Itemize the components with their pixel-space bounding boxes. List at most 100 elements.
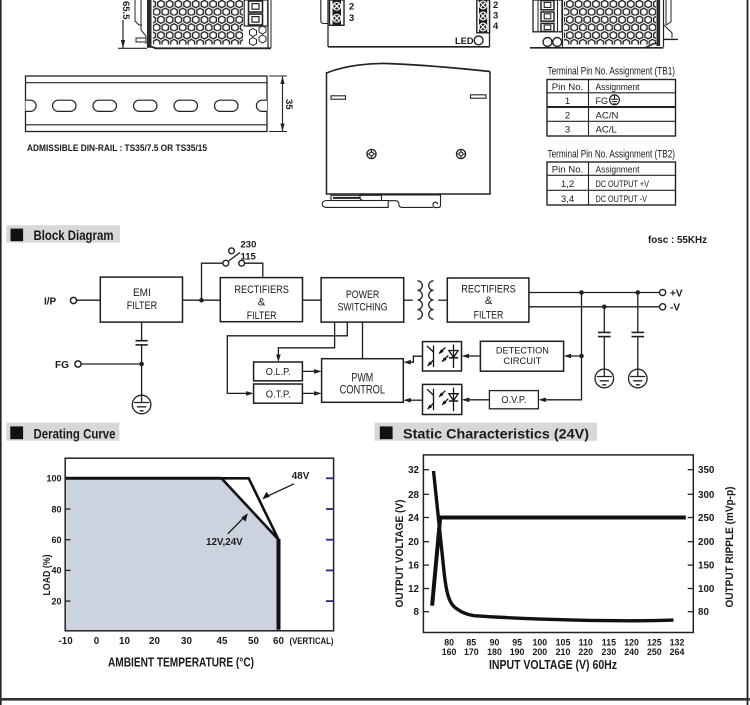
svg-text:EMI: EMI <box>133 287 151 299</box>
svg-text:SWITCHING: SWITCHING <box>338 302 388 314</box>
svg-text:FG: FG <box>596 96 609 107</box>
svg-text:AMBIENT TEMPERATURE (°C): AMBIENT TEMPERATURE (°C) <box>108 656 254 670</box>
svg-text:CONTROL: CONTROL <box>340 383 386 397</box>
svg-text:20: 20 <box>149 636 160 647</box>
svg-text:3: 3 <box>493 10 498 21</box>
svg-text:&: & <box>258 297 266 309</box>
svg-text:200: 200 <box>532 647 547 657</box>
svg-text:50: 50 <box>248 636 259 647</box>
svg-text:35: 35 <box>283 99 294 110</box>
svg-text:250: 250 <box>698 513 715 524</box>
svg-text:60: 60 <box>273 636 284 647</box>
svg-text:32: 32 <box>408 465 419 476</box>
svg-text:DC OUTPUT +V: DC OUTPUT +V <box>596 179 650 190</box>
svg-text:210: 210 <box>556 647 571 657</box>
svg-text:INPUT VOLTAGE (V) 60Hz: INPUT VOLTAGE (V) 60Hz <box>489 658 617 672</box>
svg-text:Assignment: Assignment <box>596 82 640 93</box>
svg-text:Pin No.: Pin No. <box>552 165 583 176</box>
svg-text:O.T.P.: O.T.P. <box>266 389 291 400</box>
svg-text:ADMISSIBLE DIN-RAIL : TS35/7.5: ADMISSIBLE DIN-RAIL : TS35/7.5 OR TS35/1… <box>27 143 207 153</box>
svg-text:3: 3 <box>565 125 570 136</box>
svg-text:65.5: 65.5 <box>120 1 131 20</box>
svg-text:12: 12 <box>408 584 419 595</box>
svg-text:100: 100 <box>698 584 715 595</box>
svg-text:115: 115 <box>602 638 616 648</box>
svg-text:(VERTICAL): (VERTICAL) <box>290 636 334 646</box>
svg-text:RECTIFIERS: RECTIFIERS <box>461 284 516 296</box>
svg-text:PWM: PWM <box>351 370 373 384</box>
svg-text:3: 3 <box>349 12 354 23</box>
svg-text:16: 16 <box>408 561 419 572</box>
svg-text:O.V.P.: O.V.P. <box>501 395 526 406</box>
svg-text:FILTER: FILTER <box>247 310 277 322</box>
svg-text:2: 2 <box>493 0 498 10</box>
svg-text:45: 45 <box>217 636 228 647</box>
svg-text:30: 30 <box>181 636 192 647</box>
svg-text:&: & <box>485 295 493 307</box>
svg-text:160: 160 <box>442 647 457 657</box>
svg-text:200: 200 <box>698 537 715 548</box>
svg-text:60: 60 <box>51 535 61 545</box>
svg-text:125: 125 <box>647 638 662 648</box>
svg-text:AC/L: AC/L <box>596 125 618 136</box>
svg-text:132: 132 <box>670 638 685 648</box>
svg-text:120: 120 <box>624 638 639 648</box>
svg-text:-10: -10 <box>59 636 74 647</box>
svg-text:+V: +V <box>670 288 683 299</box>
svg-text:80: 80 <box>444 638 454 648</box>
svg-text:28: 28 <box>408 490 419 501</box>
svg-text:3,4: 3,4 <box>561 194 575 205</box>
svg-text:2: 2 <box>349 0 354 11</box>
svg-text:170: 170 <box>464 647 479 657</box>
svg-text:300: 300 <box>698 490 715 501</box>
svg-text:10: 10 <box>119 636 130 647</box>
svg-text:40: 40 <box>51 566 61 576</box>
svg-text:110: 110 <box>579 638 593 648</box>
svg-text:250: 250 <box>647 647 662 657</box>
svg-text:Terminal Pin No. Assignment (: Terminal Pin No. Assignment (TB2) <box>548 149 676 161</box>
svg-text:Pin No.: Pin No. <box>552 82 583 93</box>
svg-text:fosc : 55KHz: fosc : 55KHz <box>648 234 707 246</box>
svg-text:Assignment: Assignment <box>596 165 640 176</box>
svg-text:O.L.P.: O.L.P. <box>266 367 291 378</box>
svg-text:DETECTION: DETECTION <box>496 345 549 355</box>
svg-text:RECTIFIERS: RECTIFIERS <box>234 284 289 296</box>
svg-text:Derating Curve: Derating Curve <box>34 427 116 442</box>
svg-text:LOAD (%): LOAD (%) <box>41 555 53 596</box>
svg-text:Terminal Pin No. Assignment (: Terminal Pin No. Assignment (TB1) <box>548 66 676 78</box>
svg-text:105: 105 <box>556 638 571 648</box>
svg-text:95: 95 <box>512 638 522 648</box>
svg-text:-V: -V <box>670 303 680 314</box>
svg-text:I/P: I/P <box>44 297 57 308</box>
svg-text:115: 115 <box>241 252 257 263</box>
svg-text:LED: LED <box>455 36 474 47</box>
svg-text:1: 1 <box>565 96 570 107</box>
svg-text:FILTER: FILTER <box>474 310 504 322</box>
svg-text:POWER: POWER <box>346 289 380 301</box>
svg-text:230: 230 <box>602 647 617 657</box>
svg-text:AC/N: AC/N <box>596 110 619 121</box>
svg-text:0: 0 <box>94 636 100 647</box>
svg-text:264: 264 <box>670 647 685 657</box>
svg-text:100: 100 <box>46 474 61 484</box>
svg-text:CIRCUIT: CIRCUIT <box>503 356 542 366</box>
svg-text:FILTER: FILTER <box>127 300 157 312</box>
svg-text:4: 4 <box>493 20 499 31</box>
svg-text:350: 350 <box>698 465 715 476</box>
svg-text:12V,24V: 12V,24V <box>206 537 243 548</box>
svg-text:DC OUTPUT -V: DC OUTPUT -V <box>596 194 648 205</box>
svg-text:220: 220 <box>578 647 593 657</box>
svg-text:24: 24 <box>408 513 419 524</box>
svg-text:8: 8 <box>414 607 420 618</box>
svg-text:OUTPUT VOLTAGE (V): OUTPUT VOLTAGE (V) <box>394 499 406 607</box>
svg-text:20: 20 <box>51 596 61 606</box>
svg-text:85: 85 <box>466 638 476 648</box>
svg-text:180: 180 <box>487 647 502 657</box>
svg-text:100: 100 <box>532 638 547 648</box>
svg-text:80: 80 <box>51 504 61 514</box>
svg-text:80: 80 <box>698 607 709 618</box>
svg-text:Static Characteristics (24V): Static Characteristics (24V) <box>403 427 589 442</box>
svg-text:1,2: 1,2 <box>561 179 574 190</box>
svg-text:2: 2 <box>565 110 570 121</box>
svg-text:190: 190 <box>510 647 525 657</box>
